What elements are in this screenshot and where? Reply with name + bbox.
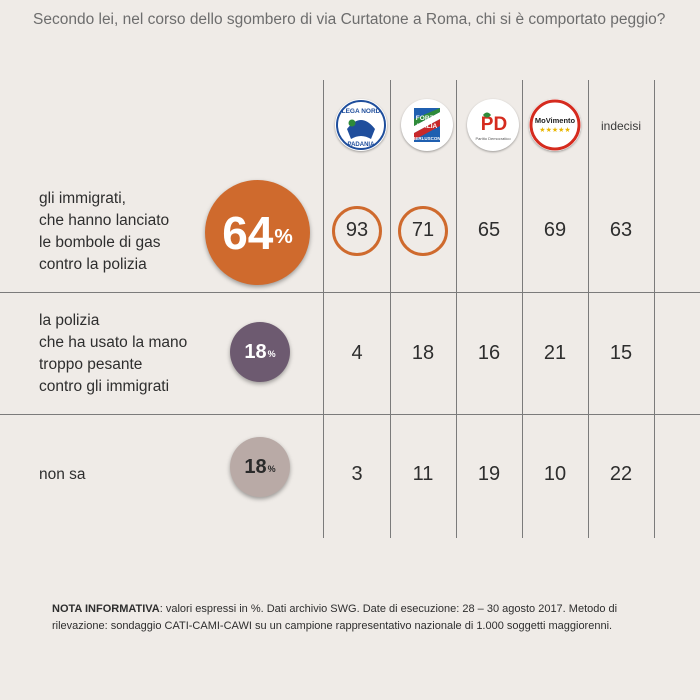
pd-logo-subtitle: Partito Democratico — [475, 136, 511, 141]
row-label-polizia: la polizia che ha usato la mano troppo p… — [39, 310, 187, 398]
percent-sign: % — [274, 225, 293, 249]
percent-sign: % — [267, 464, 276, 475]
lega-nord-logo: LEGA NORD PADANIA — [335, 99, 387, 151]
value-cell: 11 — [412, 463, 434, 485]
grid-vline — [323, 80, 324, 538]
row-label-line: troppo pesante — [39, 356, 143, 373]
value-cell: 69 — [543, 219, 567, 241]
value-cell: 93 — [345, 219, 369, 241]
value-cell: 18 — [411, 342, 435, 364]
fi-logo-line1: FORZA — [416, 115, 439, 122]
grid-vline — [456, 80, 457, 538]
pd-logo-mark: PD — [481, 114, 507, 135]
row-label-line: contro la polizia — [39, 256, 147, 273]
fi-logo-line3: BERLUSCONI — [412, 136, 442, 141]
row-label-non-sa: non sa — [39, 464, 86, 486]
total-bubble-non-sa: 18% — [230, 437, 290, 497]
survey-question: Secondo lei, nel corso dello sgombero di… — [33, 11, 666, 28]
highlight-ring-forza-italia — [398, 206, 448, 256]
column-label-indecisi: indecisi — [600, 119, 642, 133]
value-cell: 71 — [411, 219, 435, 241]
value-cell: 22 — [609, 463, 633, 485]
footnote-label: NOTA INFORMATIVA — [52, 603, 160, 615]
grid-vline — [390, 80, 391, 538]
movimento-5-stelle-logo: MoVimento ★★★★★ — [529, 99, 581, 151]
value-cell: 16 — [477, 342, 501, 364]
value-cell: 4 — [351, 342, 363, 364]
percent-sign: % — [267, 349, 276, 360]
lega-logo-bottom-text: PADANIA — [348, 142, 376, 148]
value-cell: 21 — [543, 342, 567, 364]
grid-hline — [0, 414, 700, 415]
value-cell: 15 — [609, 342, 633, 364]
row-label-line: non sa — [39, 466, 86, 483]
grid-vline — [654, 80, 655, 538]
forza-italia-logo: FORZA ITALIA BERLUSCONI — [401, 99, 453, 151]
total-value: 18 — [244, 455, 267, 478]
total-bubble-immigrati: 64% — [205, 180, 310, 285]
row-label-immigrati: gli immigrati, che hanno lanciato le bom… — [39, 188, 169, 276]
partito-democratico-logo: PD Partito Democratico — [467, 99, 519, 151]
row-label-line: che ha usato la mano — [39, 334, 188, 351]
lega-logo-top-text: LEGA NORD — [342, 108, 381, 115]
footnote: NOTA INFORMATIVA: valori espressi in %. … — [52, 601, 672, 635]
value-cell: 10 — [543, 463, 567, 485]
row-label-line: che hanno lanciato — [39, 212, 170, 229]
row-label-line: gli immigrati, — [39, 190, 126, 207]
m5s-logo-stars: ★★★★★ — [539, 126, 570, 134]
row-label-line: le bombole di gas — [39, 234, 161, 251]
grid-vline — [588, 80, 589, 538]
value-cell: 65 — [477, 219, 501, 241]
footnote-text: : valori espressi in %. Dati archivio SW… — [52, 603, 618, 632]
value-cell: 3 — [351, 463, 363, 485]
total-bubble-polizia: 18% — [230, 322, 290, 382]
m5s-logo-mark: MoVimento — [535, 116, 576, 125]
grid-hline — [0, 292, 700, 293]
highlight-ring-lega — [332, 206, 382, 256]
total-value: 64 — [222, 206, 274, 259]
value-cell: 63 — [609, 219, 633, 241]
grid-vline — [522, 80, 523, 538]
row-label-line: la polizia — [39, 312, 100, 329]
total-value: 18 — [244, 340, 267, 363]
row-label-line: contro gli immigrati — [39, 378, 170, 395]
value-cell: 19 — [477, 463, 501, 485]
fi-logo-line2: ITALIA — [417, 123, 438, 130]
